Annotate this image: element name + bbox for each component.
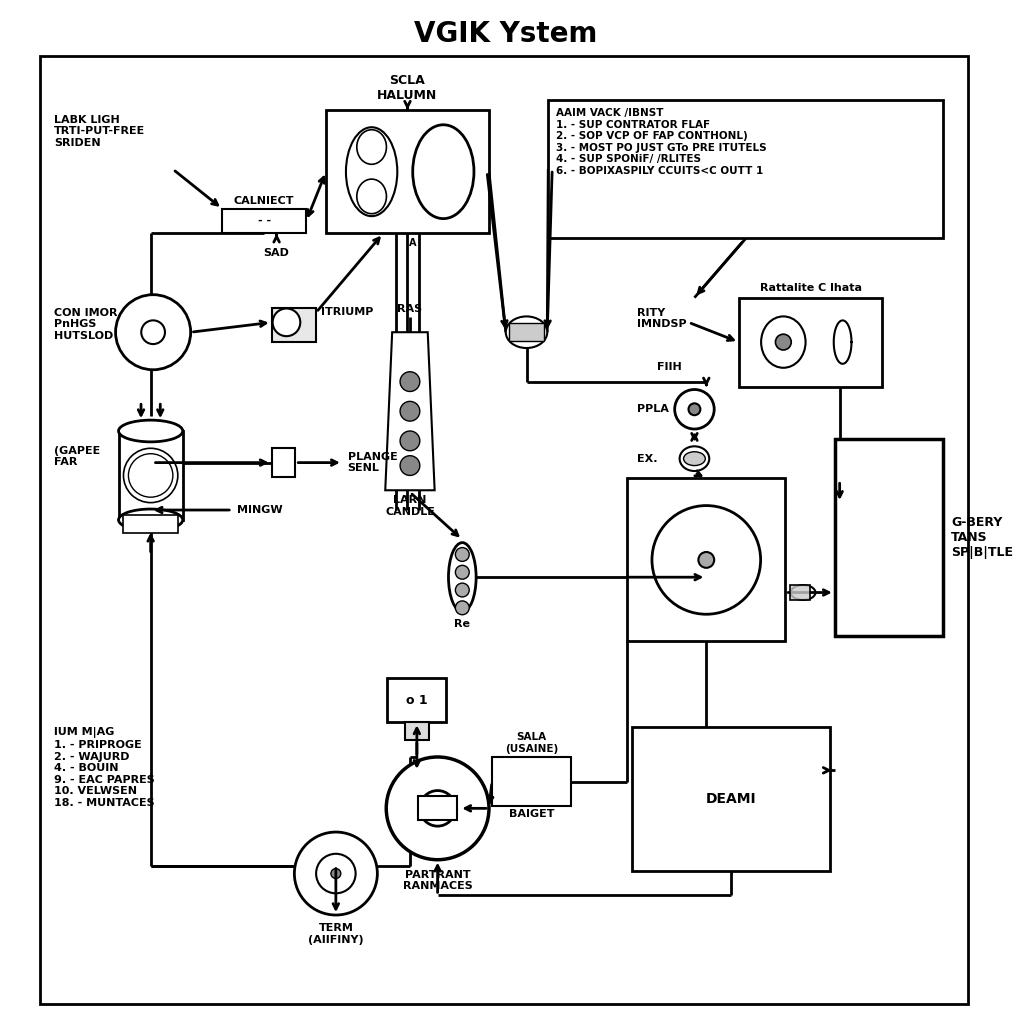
Circle shape xyxy=(400,456,420,475)
Circle shape xyxy=(688,403,700,415)
Text: LARN
CANDLE: LARN CANDLE xyxy=(385,496,435,517)
Bar xyxy=(492,757,571,806)
Text: G-BERY
TANS
SP|B|TLE: G-BERY TANS SP|B|TLE xyxy=(951,516,1014,559)
Circle shape xyxy=(652,506,761,614)
Circle shape xyxy=(420,791,456,826)
Circle shape xyxy=(116,295,190,370)
Bar xyxy=(632,727,829,870)
Text: SALA
(USAINE): SALA (USAINE) xyxy=(505,732,558,754)
Circle shape xyxy=(675,389,714,429)
Bar xyxy=(791,585,810,600)
Bar xyxy=(739,298,882,386)
Circle shape xyxy=(775,334,792,350)
Text: PARTRANT
RANMACES: PARTRANT RANMACES xyxy=(402,869,472,891)
Bar xyxy=(271,447,295,477)
Ellipse shape xyxy=(506,316,547,348)
Circle shape xyxy=(386,757,489,860)
Ellipse shape xyxy=(356,179,386,214)
Bar xyxy=(326,110,489,233)
Ellipse shape xyxy=(346,127,397,216)
Ellipse shape xyxy=(413,125,474,218)
Text: (GAPEE
FAR: (GAPEE FAR xyxy=(54,445,100,467)
Bar xyxy=(509,324,545,341)
Ellipse shape xyxy=(761,316,806,368)
Text: BAIGET: BAIGET xyxy=(509,809,554,819)
Text: LABK LIGH
TRTI-PUT-FREE
SRIDEN: LABK LIGH TRTI-PUT-FREE SRIDEN xyxy=(54,115,145,148)
Text: RAS: RAS xyxy=(397,304,423,314)
Ellipse shape xyxy=(791,585,815,600)
Circle shape xyxy=(456,601,469,614)
Ellipse shape xyxy=(272,308,300,336)
Circle shape xyxy=(400,401,420,421)
Circle shape xyxy=(316,854,355,893)
Ellipse shape xyxy=(119,420,182,442)
Text: AAIM VACK /IBNST
1. - SUP CONTRATOR FLAF
2. - SOP VCP OF FAP CONTHONL)
3. - MOST: AAIM VACK /IBNST 1. - SUP CONTRATOR FLAF… xyxy=(556,108,767,176)
Ellipse shape xyxy=(680,446,710,471)
Bar xyxy=(222,209,306,233)
Text: A: A xyxy=(410,239,417,249)
Circle shape xyxy=(294,833,378,915)
Bar xyxy=(548,100,943,239)
Bar xyxy=(271,307,316,342)
Text: MINGW: MINGW xyxy=(238,505,283,515)
Text: lUM M|AG
1. - PRIPROGE
2. - WAJURD
4. - BOUIN
9. - EAC PAPRES
10. VELWSEN
18. - : lUM M|AG 1. - PRIPROGE 2. - WAJURD 4. - … xyxy=(54,727,155,808)
Ellipse shape xyxy=(684,452,706,466)
Bar xyxy=(406,722,429,740)
Text: VGIK Ystem: VGIK Ystem xyxy=(414,19,597,48)
Ellipse shape xyxy=(128,454,173,498)
Text: EX.: EX. xyxy=(637,454,657,464)
Text: CON IMOR
PnHGS
HUTSLOD: CON IMOR PnHGS HUTSLOD xyxy=(54,307,118,341)
Circle shape xyxy=(331,868,341,879)
Circle shape xyxy=(698,552,714,568)
Ellipse shape xyxy=(119,509,182,530)
Text: DEAMI: DEAMI xyxy=(706,792,757,806)
Circle shape xyxy=(400,431,420,451)
Polygon shape xyxy=(385,332,434,490)
Text: SCLA
HALUMN: SCLA HALUMN xyxy=(378,74,437,102)
Text: RITY
IMNDSP: RITY IMNDSP xyxy=(637,307,687,329)
Bar xyxy=(835,439,943,637)
Circle shape xyxy=(456,548,469,561)
Bar xyxy=(418,797,458,820)
Text: FIIH: FIIH xyxy=(657,361,682,372)
Ellipse shape xyxy=(356,130,386,164)
Circle shape xyxy=(400,372,420,391)
Text: Rattalite C lhata: Rattalite C lhata xyxy=(760,283,861,293)
Text: SAD: SAD xyxy=(263,248,290,258)
Ellipse shape xyxy=(449,543,476,611)
Text: PPLA: PPLA xyxy=(637,404,669,415)
Text: Re: Re xyxy=(455,618,470,629)
Text: TERM
(AIIFINY): TERM (AIIFINY) xyxy=(308,923,364,944)
Bar xyxy=(124,515,178,532)
Text: CALNIECT: CALNIECT xyxy=(234,196,295,206)
Bar xyxy=(119,431,182,520)
Circle shape xyxy=(141,321,165,344)
Circle shape xyxy=(456,583,469,597)
Text: PLANGE
SENL: PLANGE SENL xyxy=(348,452,397,473)
Bar xyxy=(628,478,785,641)
Text: ITRIUMP: ITRIUMP xyxy=(322,307,374,317)
Bar xyxy=(387,678,446,722)
Text: - -: - - xyxy=(258,216,270,226)
Ellipse shape xyxy=(124,449,178,503)
Circle shape xyxy=(456,565,469,580)
Text: o 1: o 1 xyxy=(407,693,428,707)
